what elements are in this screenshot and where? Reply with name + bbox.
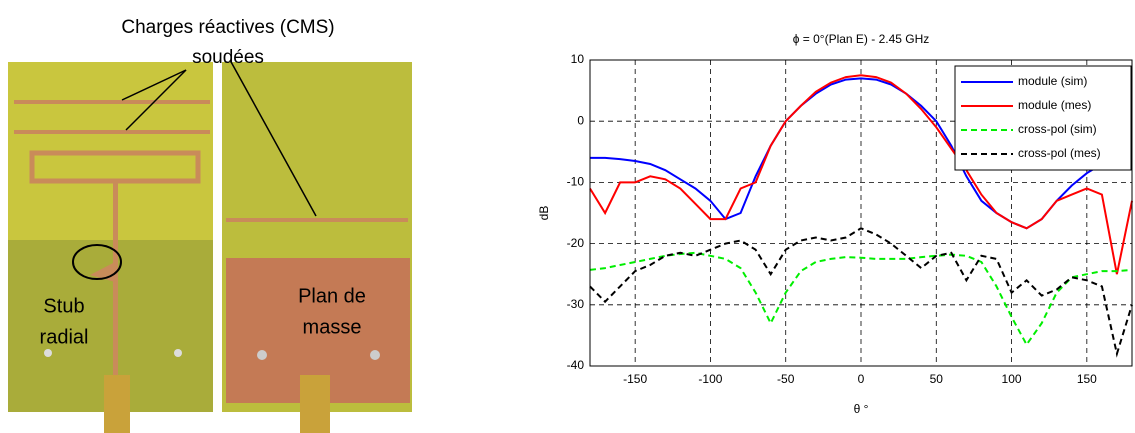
connector xyxy=(300,375,330,433)
y-tick-label: 10 xyxy=(571,52,585,66)
connector xyxy=(104,375,130,433)
y-tick-label: -40 xyxy=(567,358,585,372)
x-tick-label: 150 xyxy=(1077,372,1097,386)
plot-frame xyxy=(589,59,1133,367)
annotation: Charges réactives (CMS) xyxy=(121,17,334,38)
annotation: masse xyxy=(303,316,362,338)
x-tick-label: 50 xyxy=(930,372,944,386)
x-tick-label: -100 xyxy=(698,372,722,386)
x-axis-label: θ ° xyxy=(854,402,869,416)
y-axis-label: dB xyxy=(537,206,551,221)
x-tick-label: 100 xyxy=(1002,372,1022,386)
hole xyxy=(257,350,267,360)
legend-label: cross-pol (mes) xyxy=(1018,146,1101,160)
chart-title: ϕ = 0°(Plan E) - 2.45 GHz xyxy=(793,32,930,46)
photo: Charges réactives (CMS) soudées Stub rad… xyxy=(8,17,412,433)
copper-line xyxy=(14,100,210,104)
y-tick-label: -10 xyxy=(567,175,585,189)
annotation: soudées xyxy=(192,47,264,68)
arrow xyxy=(125,69,187,131)
legend xyxy=(954,65,1132,171)
legend-label: cross-pol (sim) xyxy=(1018,122,1097,136)
x-tick-label: -50 xyxy=(777,372,795,386)
y-tick-label: 0 xyxy=(577,113,584,127)
feed-line xyxy=(113,180,118,405)
y-tick-label: -30 xyxy=(567,297,585,311)
stub-circle xyxy=(72,244,122,280)
arrow xyxy=(229,59,317,217)
annotation: Stub xyxy=(43,295,84,317)
annotation: radial xyxy=(40,326,89,348)
copper-line xyxy=(14,130,210,134)
copper-line xyxy=(226,218,408,222)
series-line xyxy=(589,74,1133,275)
legend-label: module (mes) xyxy=(1018,98,1091,112)
hole xyxy=(44,349,52,357)
arrow xyxy=(121,69,187,101)
x-tick-label: 0 xyxy=(858,372,865,386)
legend-label: module (sim) xyxy=(1018,74,1087,88)
annotation: Plan de xyxy=(298,285,366,307)
series-line xyxy=(589,227,1133,358)
x-tick-label: -150 xyxy=(623,372,647,386)
series-line xyxy=(589,251,1133,347)
y-tick-label: -20 xyxy=(567,236,585,250)
hole xyxy=(174,349,182,357)
hole xyxy=(370,350,380,360)
